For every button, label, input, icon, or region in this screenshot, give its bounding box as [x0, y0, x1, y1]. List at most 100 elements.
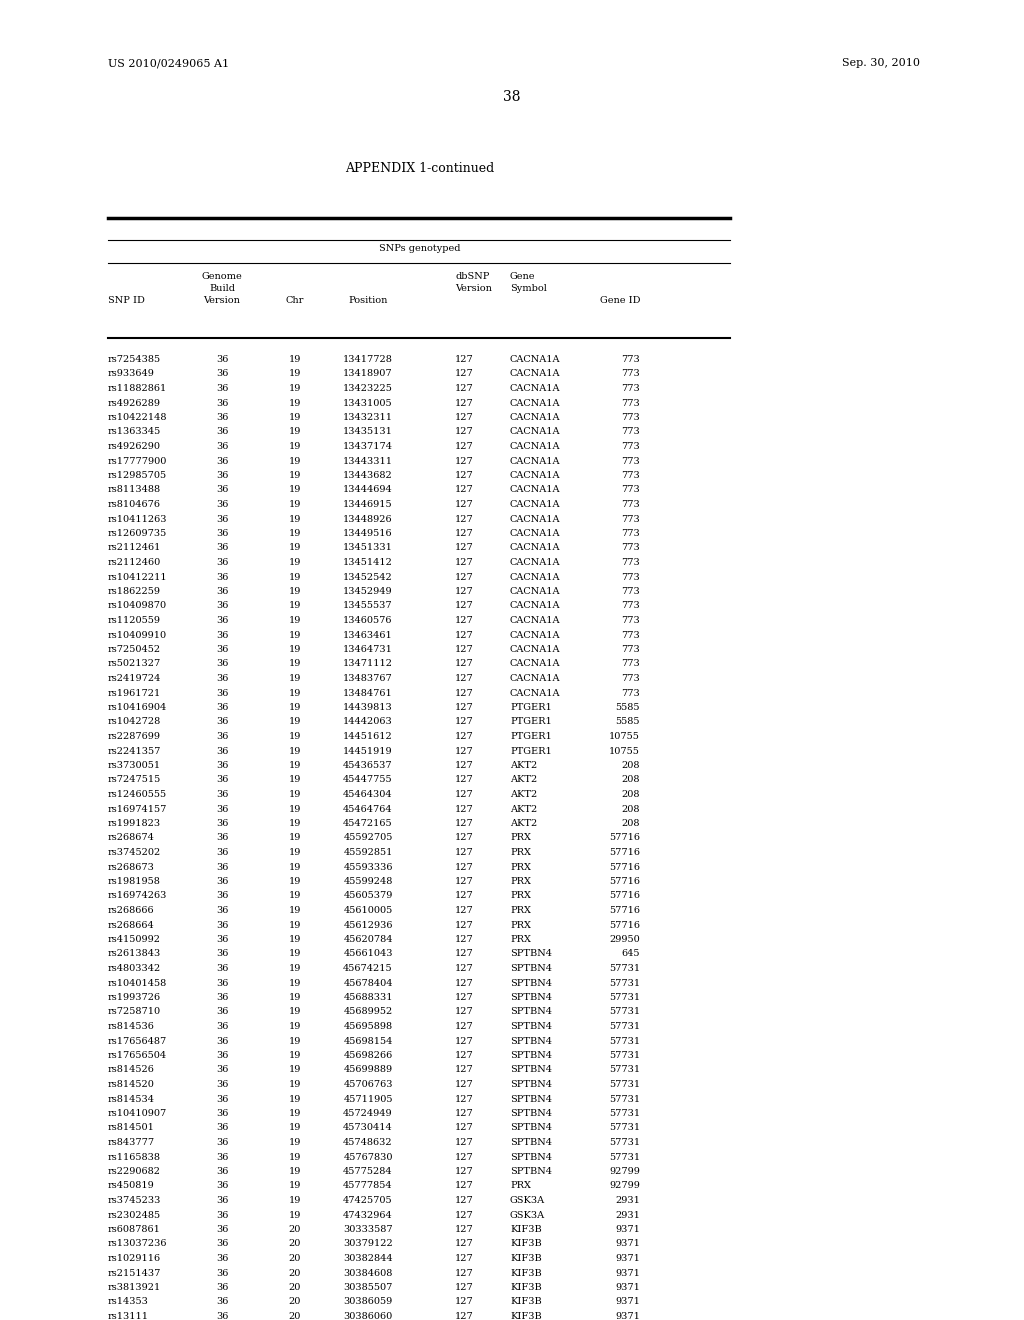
Text: 36: 36	[216, 993, 228, 1002]
Text: rs3745233: rs3745233	[108, 1196, 162, 1205]
Text: 45464304: 45464304	[343, 789, 393, 799]
Text: CACNA1A: CACNA1A	[510, 399, 560, 408]
Text: 57731: 57731	[609, 1109, 640, 1118]
Text: 36: 36	[216, 645, 228, 653]
Text: 773: 773	[622, 515, 640, 524]
Text: 127: 127	[455, 370, 474, 379]
Text: APPENDIX 1-continued: APPENDIX 1-continued	[345, 162, 495, 176]
Text: 36: 36	[216, 762, 228, 770]
Text: 208: 208	[622, 762, 640, 770]
Text: 36: 36	[216, 1138, 228, 1147]
Text: 13451412: 13451412	[343, 558, 393, 568]
Text: 19: 19	[289, 645, 301, 653]
Text: 127: 127	[455, 1181, 474, 1191]
Text: 127: 127	[455, 1123, 474, 1133]
Text: 773: 773	[622, 689, 640, 697]
Text: PRX: PRX	[510, 1181, 531, 1191]
Text: PTGER1: PTGER1	[510, 733, 552, 741]
Text: 13432311: 13432311	[343, 413, 393, 422]
Text: rs814536: rs814536	[108, 1022, 155, 1031]
Text: 127: 127	[455, 675, 474, 682]
Text: 9371: 9371	[615, 1239, 640, 1249]
Text: 127: 127	[455, 1254, 474, 1263]
Text: 19: 19	[289, 602, 301, 610]
Text: CACNA1A: CACNA1A	[510, 689, 560, 697]
Text: Gene: Gene	[510, 272, 536, 281]
Text: SPTBN4: SPTBN4	[510, 1022, 552, 1031]
Text: rs814520: rs814520	[108, 1080, 155, 1089]
Text: 36: 36	[216, 428, 228, 437]
Text: 36: 36	[216, 1312, 228, 1320]
Text: 57731: 57731	[609, 1036, 640, 1045]
Text: rs7247515: rs7247515	[108, 776, 161, 784]
Text: rs1029116: rs1029116	[108, 1254, 161, 1263]
Text: 127: 127	[455, 789, 474, 799]
Text: 19: 19	[289, 1007, 301, 1016]
Text: 127: 127	[455, 993, 474, 1002]
Text: 127: 127	[455, 1167, 474, 1176]
Text: rs2302485: rs2302485	[108, 1210, 161, 1220]
Text: rs17656504: rs17656504	[108, 1051, 167, 1060]
Text: 127: 127	[455, 935, 474, 944]
Text: 36: 36	[216, 631, 228, 639]
Text: CACNA1A: CACNA1A	[510, 529, 560, 539]
Text: 36: 36	[216, 486, 228, 495]
Text: 127: 127	[455, 1109, 474, 1118]
Text: 45674215: 45674215	[343, 964, 393, 973]
Text: 45689952: 45689952	[343, 1007, 392, 1016]
Text: 45699889: 45699889	[343, 1065, 392, 1074]
Text: 47432964: 47432964	[343, 1210, 393, 1220]
Text: SNP ID: SNP ID	[108, 296, 144, 305]
Text: rs13037236: rs13037236	[108, 1239, 168, 1249]
Text: 19: 19	[289, 935, 301, 944]
Text: CACNA1A: CACNA1A	[510, 660, 560, 668]
Text: rs12609735: rs12609735	[108, 529, 167, 539]
Text: rs7254385: rs7254385	[108, 355, 161, 364]
Text: 773: 773	[622, 616, 640, 624]
Text: 773: 773	[622, 384, 640, 393]
Text: 127: 127	[455, 500, 474, 510]
Text: rs16974157: rs16974157	[108, 804, 167, 813]
Text: 36: 36	[216, 1094, 228, 1104]
Text: 19: 19	[289, 762, 301, 770]
Text: 57716: 57716	[609, 876, 640, 886]
Text: PTGER1: PTGER1	[510, 704, 552, 711]
Text: SPTBN4: SPTBN4	[510, 1007, 552, 1016]
Text: 36: 36	[216, 704, 228, 711]
Text: rs1961721: rs1961721	[108, 689, 161, 697]
Text: 36: 36	[216, 847, 228, 857]
Text: 127: 127	[455, 587, 474, 597]
Text: 19: 19	[289, 413, 301, 422]
Text: 19: 19	[289, 818, 301, 828]
Text: rs7258710: rs7258710	[108, 1007, 161, 1016]
Text: 57731: 57731	[609, 978, 640, 987]
Text: 36: 36	[216, 587, 228, 597]
Text: 19: 19	[289, 558, 301, 568]
Text: 773: 773	[622, 529, 640, 539]
Text: 29950: 29950	[609, 935, 640, 944]
Text: rs11882861: rs11882861	[108, 384, 167, 393]
Text: KIF3B: KIF3B	[510, 1239, 542, 1249]
Text: 13451331: 13451331	[343, 544, 393, 553]
Text: rs16974263: rs16974263	[108, 891, 167, 900]
Text: 36: 36	[216, 1210, 228, 1220]
Text: 773: 773	[622, 370, 640, 379]
Text: 36: 36	[216, 370, 228, 379]
Text: 57731: 57731	[609, 1080, 640, 1089]
Text: CACNA1A: CACNA1A	[510, 457, 560, 466]
Text: 127: 127	[455, 704, 474, 711]
Text: 10755: 10755	[609, 747, 640, 755]
Text: AKT2: AKT2	[510, 789, 538, 799]
Text: 57731: 57731	[609, 1022, 640, 1031]
Text: 19: 19	[289, 675, 301, 682]
Text: rs7250452: rs7250452	[108, 645, 161, 653]
Text: 19: 19	[289, 891, 301, 900]
Text: 45706763: 45706763	[343, 1080, 393, 1089]
Text: 127: 127	[455, 1065, 474, 1074]
Text: 19: 19	[289, 733, 301, 741]
Text: AKT2: AKT2	[510, 818, 538, 828]
Text: 36: 36	[216, 500, 228, 510]
Text: SPTBN4: SPTBN4	[510, 978, 552, 987]
Text: 45472165: 45472165	[343, 818, 393, 828]
Text: 30385507: 30385507	[343, 1283, 392, 1292]
